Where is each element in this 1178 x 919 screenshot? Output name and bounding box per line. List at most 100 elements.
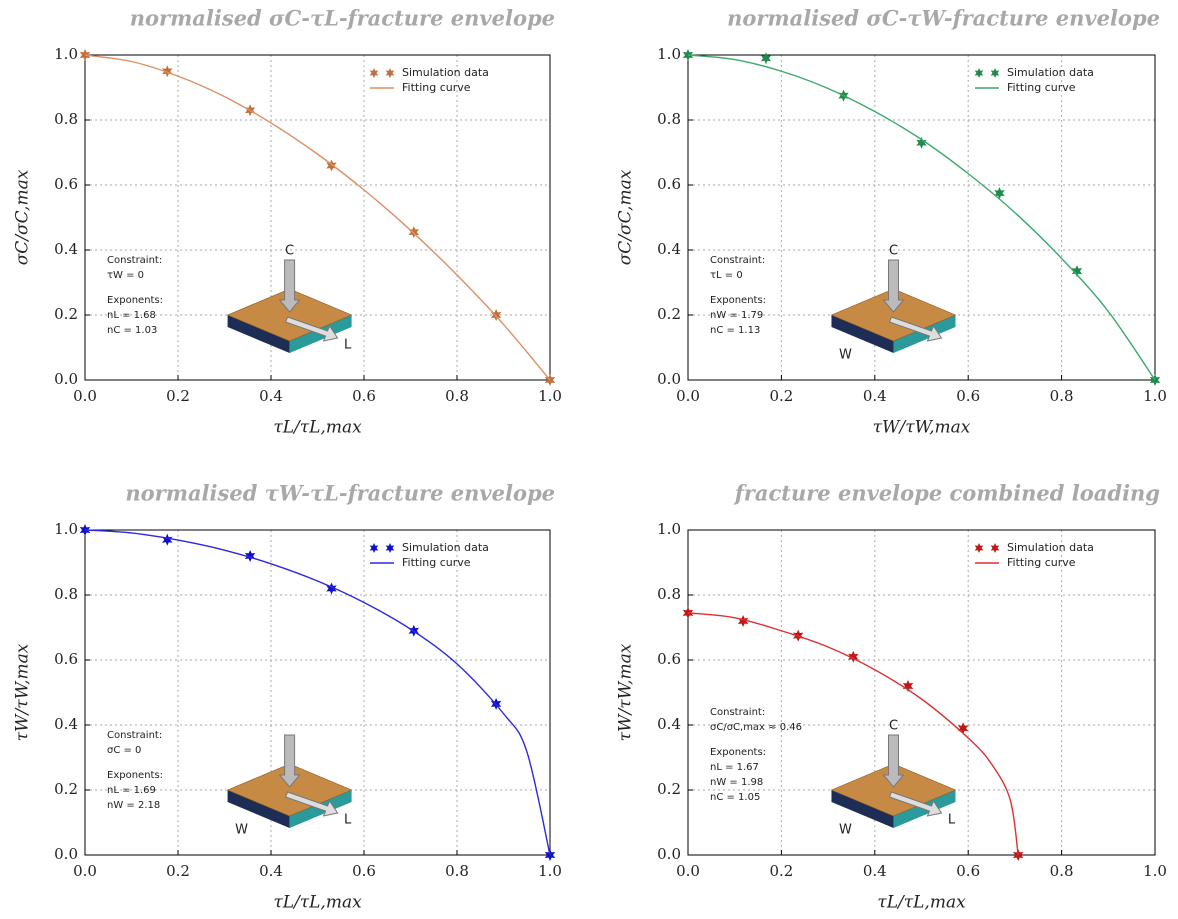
x-tick-label: 0.0 — [73, 387, 97, 405]
x-tick-label: 0.6 — [956, 862, 980, 880]
annotation: τW = 0 — [107, 270, 144, 281]
legend-label: Fitting curve — [1007, 556, 1076, 569]
legend-label: Simulation data — [402, 66, 489, 79]
legend-label: Simulation data — [402, 541, 489, 554]
chart-title: normalised σC-τL-fracture envelope — [130, 6, 555, 31]
fit-curve — [688, 613, 1018, 855]
y-tick-label: 0.6 — [54, 175, 78, 193]
data-point — [994, 187, 1004, 199]
icon-label: W — [839, 823, 852, 838]
chart-title: normalised τW-τL-fracture envelope — [125, 481, 555, 506]
x-tick-label: 0.6 — [352, 387, 376, 405]
legend-marker — [370, 68, 379, 78]
annotation: Exponents: — [107, 770, 163, 781]
annotation: nL = 1.68 — [107, 310, 156, 321]
legend-label: Fitting curve — [402, 81, 471, 94]
icon-label: C — [889, 244, 898, 259]
y-tick-label: 0.2 — [657, 780, 681, 798]
annotation: Constraint: — [710, 255, 765, 266]
x-tick-label: 0.2 — [166, 862, 190, 880]
x-tick-label: 1.0 — [1143, 862, 1167, 880]
x-tick-label: 0.0 — [676, 387, 700, 405]
annotation: nL = 1.67 — [710, 762, 759, 773]
subplot: normalised σC-τW-fracture envelope 0.0 0.2… — [616, 6, 1167, 438]
icon-arrow — [883, 735, 903, 787]
annotation: nW = 1.98 — [710, 777, 763, 788]
x-tick-label: 0.8 — [445, 862, 469, 880]
annotation: nC = 1.13 — [710, 325, 760, 336]
y-tick-label: 0.6 — [657, 175, 681, 193]
y-tick-label: 0.4 — [657, 240, 681, 258]
icon-arrow — [280, 735, 300, 787]
y-tick-label: 0.4 — [54, 715, 78, 733]
annotation: nW = 1.79 — [710, 310, 763, 321]
legend-label: Fitting curve — [402, 556, 471, 569]
legend-label: Simulation data — [1007, 66, 1094, 79]
annotation: σC = 0 — [107, 745, 141, 756]
annotation: Constraint: — [107, 255, 162, 266]
x-tick-label: 1.0 — [538, 387, 562, 405]
legend-label: Fitting curve — [1007, 81, 1076, 94]
x-tick-label: 0.8 — [1050, 862, 1074, 880]
y-tick-label: 0.0 — [54, 845, 78, 863]
x-tick-label: 0.6 — [352, 862, 376, 880]
y-tick-label: 0.0 — [657, 370, 681, 388]
annotation: Exponents: — [107, 295, 163, 306]
y-tick-label: 0.6 — [54, 650, 78, 668]
y-tick-label: 0.8 — [657, 585, 681, 603]
y-tick-label: 0.8 — [54, 110, 78, 128]
legend-marker — [386, 68, 395, 78]
annotation: Exponents: — [710, 747, 766, 758]
x-axis-label: τL/τL,max — [273, 893, 362, 913]
annotation: Exponents: — [710, 295, 766, 306]
icon-arrow — [883, 260, 903, 312]
x-tick-label: 0.4 — [863, 862, 887, 880]
y-tick-label: 0.8 — [657, 110, 681, 128]
annotation: nC = 1.03 — [107, 325, 157, 336]
x-tick-label: 0.2 — [769, 862, 793, 880]
data-point — [761, 52, 771, 64]
subplot: fracture envelope combined loading 0.0 0.2… — [616, 481, 1167, 913]
y-tick-label: 0.6 — [657, 650, 681, 668]
icon-label: C — [889, 719, 898, 734]
chart-title: normalised σC-τW-fracture envelope — [727, 6, 1160, 31]
annotation: Constraint: — [107, 730, 162, 741]
legend-label: Simulation data — [1007, 541, 1094, 554]
icon-label: L — [344, 813, 352, 828]
chart-title: fracture envelope combined loading — [733, 481, 1160, 506]
x-tick-label: 0.2 — [166, 387, 190, 405]
x-tick-label: 0.0 — [676, 862, 700, 880]
figure: normalised σC-τL-fracture envelope 0.0 0.2… — [0, 0, 1178, 919]
y-tick-label: 1.0 — [657, 45, 681, 63]
x-tick-label: 0.4 — [259, 862, 283, 880]
x-tick-label: 1.0 — [1143, 387, 1167, 405]
icon-label: L — [344, 338, 352, 353]
legend-marker — [370, 543, 379, 553]
icon-label: W — [839, 348, 852, 363]
y-tick-label: 0.8 — [54, 585, 78, 603]
annotation: Constraint: — [710, 707, 765, 718]
x-tick-label: 0.6 — [956, 387, 980, 405]
y-axis-label: σC/σC,max — [616, 169, 636, 265]
x-tick-label: 0.8 — [445, 387, 469, 405]
icon-arrow — [280, 260, 300, 312]
y-tick-label: 1.0 — [657, 520, 681, 538]
legend-marker — [975, 543, 984, 553]
annotation: σC/σC,max ≈ 0.46 — [710, 722, 802, 733]
legend-marker — [975, 68, 984, 78]
x-axis-label: τW/τW,max — [873, 418, 971, 438]
x-tick-label: 0.8 — [1050, 387, 1074, 405]
icon-label: L — [948, 813, 956, 828]
x-tick-label: 0.0 — [73, 862, 97, 880]
legend-marker — [386, 543, 395, 553]
data-point — [916, 137, 926, 149]
icon-label: C — [285, 244, 294, 259]
y-tick-label: 0.4 — [657, 715, 681, 733]
x-tick-label: 0.2 — [769, 387, 793, 405]
x-tick-label: 0.4 — [259, 387, 283, 405]
y-tick-label: 0.4 — [54, 240, 78, 258]
annotation: τL = 0 — [710, 270, 743, 281]
y-tick-label: 1.0 — [54, 520, 78, 538]
subplot: normalised σC-τL-fracture envelope 0.0 0.2… — [13, 6, 562, 438]
data-point — [162, 534, 172, 546]
